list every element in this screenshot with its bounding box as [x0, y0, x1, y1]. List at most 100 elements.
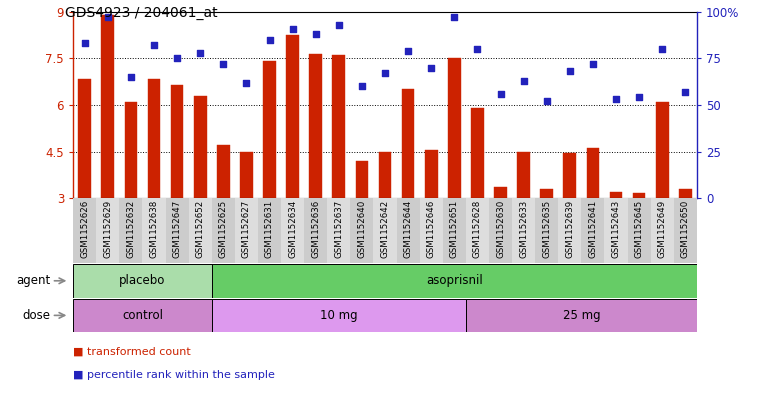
Bar [397, 198, 420, 263]
Point [517, 77, 530, 84]
Point [379, 70, 391, 76]
Bar [443, 198, 466, 263]
Bar [148, 79, 160, 198]
Text: GSM1152631: GSM1152631 [265, 200, 274, 258]
Point [402, 48, 414, 54]
Point [286, 26, 299, 32]
Bar [674, 198, 697, 263]
Point [240, 79, 253, 86]
Point [310, 31, 322, 37]
Text: GSM1152635: GSM1152635 [542, 200, 551, 258]
Bar [189, 198, 212, 263]
Point [471, 46, 484, 52]
Bar [235, 198, 258, 263]
Text: GSM1152630: GSM1152630 [496, 200, 505, 258]
Bar [425, 150, 437, 198]
Text: 25 mg: 25 mg [563, 309, 600, 322]
Bar [217, 145, 229, 198]
Text: asoprisnil: asoprisnil [426, 274, 483, 287]
Bar [73, 198, 96, 263]
Point [125, 74, 137, 80]
Bar [656, 102, 668, 198]
Bar [356, 161, 368, 198]
Point [425, 64, 437, 71]
Text: control: control [122, 309, 163, 322]
Point [679, 89, 691, 95]
Bar [194, 95, 206, 198]
Text: GSM1152629: GSM1152629 [103, 200, 112, 258]
Point [541, 98, 553, 105]
Text: ■ percentile rank within the sample: ■ percentile rank within the sample [73, 370, 275, 380]
Bar [263, 61, 276, 198]
Text: GSM1152652: GSM1152652 [196, 200, 205, 258]
Text: GSM1152637: GSM1152637 [334, 200, 343, 258]
Text: GSM1152626: GSM1152626 [80, 200, 89, 258]
Bar [171, 85, 183, 198]
Text: GSM1152634: GSM1152634 [288, 200, 297, 258]
Bar [166, 198, 189, 263]
Point [633, 94, 645, 101]
Bar [212, 198, 235, 263]
Text: GSM1152628: GSM1152628 [473, 200, 482, 258]
Bar [142, 198, 166, 263]
Bar [489, 198, 512, 263]
Text: GSM1152643: GSM1152643 [611, 200, 621, 258]
Bar [73, 299, 212, 332]
Bar [466, 198, 489, 263]
Point [656, 46, 668, 52]
Text: placebo: placebo [119, 274, 166, 287]
Bar [379, 151, 391, 198]
Text: GSM1152632: GSM1152632 [126, 200, 136, 258]
Bar [558, 198, 581, 263]
Bar [420, 198, 443, 263]
Text: GSM1152649: GSM1152649 [658, 200, 667, 258]
Bar [310, 54, 322, 198]
Text: GDS4923 / 204061_at: GDS4923 / 204061_at [65, 6, 218, 20]
Text: GSM1152646: GSM1152646 [427, 200, 436, 258]
Bar [628, 198, 651, 263]
Text: 10 mg: 10 mg [320, 309, 357, 322]
Point [494, 91, 507, 97]
Bar [535, 198, 558, 263]
Point [171, 55, 183, 61]
Point [587, 61, 599, 67]
Bar [466, 299, 697, 332]
Bar [119, 198, 142, 263]
Text: GSM1152641: GSM1152641 [588, 200, 598, 258]
Bar [212, 299, 466, 332]
Bar [73, 264, 212, 298]
Point [564, 68, 576, 75]
Bar [327, 198, 350, 263]
Bar [212, 264, 697, 298]
Bar [240, 151, 253, 198]
Bar [125, 102, 137, 198]
Bar [402, 90, 414, 198]
Text: GSM1152642: GSM1152642 [380, 200, 390, 258]
Text: GSM1152625: GSM1152625 [219, 200, 228, 258]
Text: dose: dose [22, 309, 50, 322]
Point [333, 22, 345, 28]
Text: agent: agent [16, 274, 50, 287]
Bar [471, 108, 484, 198]
Text: GSM1152638: GSM1152638 [149, 200, 159, 258]
Text: GSM1152640: GSM1152640 [357, 200, 367, 258]
Text: GSM1152633: GSM1152633 [519, 200, 528, 258]
Bar [286, 35, 299, 198]
Bar [102, 15, 114, 198]
Text: GSM1152639: GSM1152639 [565, 200, 574, 258]
Bar [333, 55, 345, 198]
Point [79, 40, 91, 47]
Bar [604, 198, 628, 263]
Bar [350, 198, 373, 263]
Bar [79, 79, 91, 198]
Bar [610, 192, 622, 198]
Bar [512, 198, 535, 263]
Bar [651, 198, 674, 263]
Bar [517, 151, 530, 198]
Point [102, 14, 114, 20]
Bar [581, 198, 604, 263]
Bar [304, 198, 327, 263]
Bar [541, 189, 553, 198]
Text: GSM1152645: GSM1152645 [634, 200, 644, 258]
Bar [679, 189, 691, 198]
